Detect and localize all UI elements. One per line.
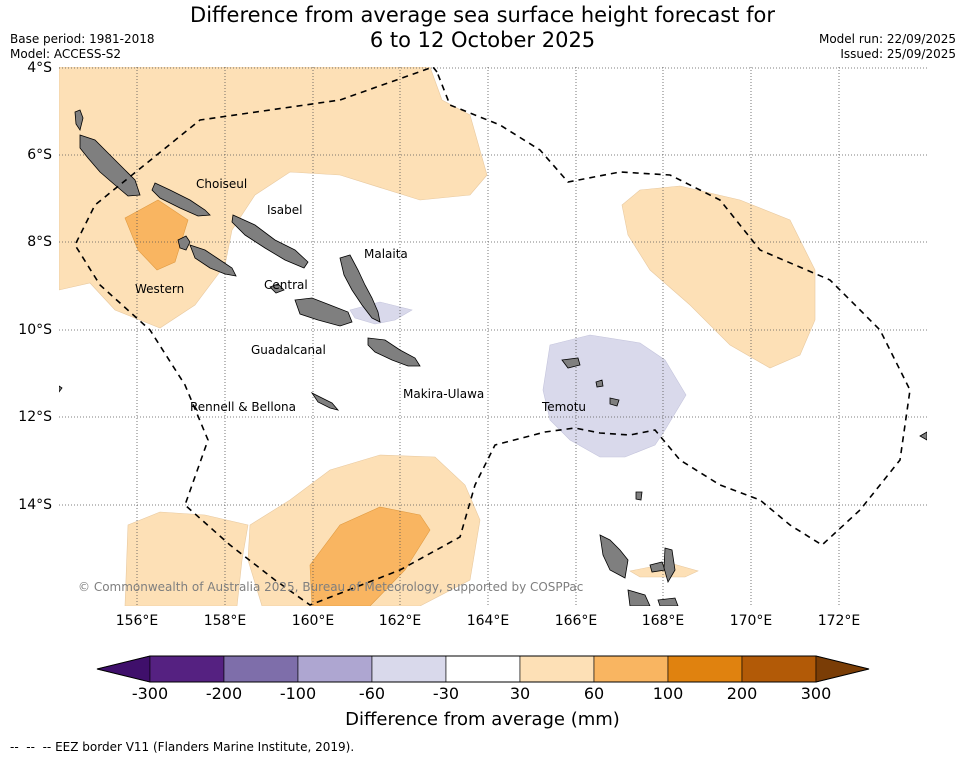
colorbar-outline: [96, 655, 870, 683]
label-guadalcanal: Guadalcanal: [251, 343, 326, 357]
map-title: Difference from average sea surface heig…: [0, 3, 965, 53]
lon-label: 170°E: [729, 613, 773, 629]
colorbar-tick: -60: [358, 684, 386, 703]
label-central: Central: [264, 278, 308, 292]
map-panel: [59, 67, 927, 606]
label-temotu: Temotu: [542, 400, 587, 414]
colorbar-tick: -300: [131, 684, 169, 703]
colorbar-extend-low: [96, 655, 151, 683]
eez-border: [74, 67, 911, 606]
colorbar-extend-high: [815, 655, 870, 683]
lon-label: 166°E: [554, 613, 598, 629]
colorbar-tick: 30: [509, 684, 531, 703]
eez-legend: -- -- -- EEZ border V11 (Flanders Marine…: [10, 740, 354, 754]
colorbar: [96, 655, 870, 683]
title-line-2: 6 to 12 October 2025: [369, 28, 596, 52]
colorbar-tick: 60: [583, 684, 605, 703]
colorbar-segment: [741, 655, 817, 683]
lat-label: 10°S: [18, 322, 52, 338]
meta-left: Base period: 1981-2018 Model: ACCESS-S2: [10, 32, 155, 62]
label-malaita: Malaita: [364, 247, 408, 261]
colorbar-segment: [519, 655, 595, 683]
lon-label: 162°E: [378, 613, 422, 629]
colorbar-segment: [371, 655, 447, 683]
graticule: [59, 67, 927, 606]
colorbar-segment: [593, 655, 669, 683]
title-line-1: Difference from average sea surface heig…: [190, 3, 775, 27]
colorbar-tick: 200: [726, 684, 758, 703]
colorbar-segment: [297, 655, 373, 683]
lat-label: 12°S: [18, 409, 52, 425]
copyright-notice: © Commonwealth of Australia 2025, Bureau…: [78, 580, 584, 594]
colorbar-segment: [223, 655, 299, 683]
label-western: Western: [135, 282, 185, 296]
lon-label: 160°E: [291, 613, 335, 629]
issued-date: Issued: 25/09/2025: [840, 47, 956, 61]
lat-label: 6°S: [27, 147, 52, 163]
colorbar-segment: [667, 655, 743, 683]
lon-label: 168°E: [641, 613, 685, 629]
meta-right: Model run: 22/09/2025 Issued: 25/09/2025: [819, 32, 956, 62]
lon-label: 172°E: [817, 613, 861, 629]
label-rennell-bellona: Rennell & Bellona: [190, 400, 297, 414]
model-name: Model: ACCESS-S2: [10, 47, 122, 61]
colorbar-tick: 100: [652, 684, 684, 703]
colorbar-tick: -30: [432, 684, 460, 703]
lon-label: 164°E: [466, 613, 510, 629]
label-choiseul: Choiseul: [196, 177, 248, 191]
colorbar-label: Difference from average (mm): [345, 709, 620, 730]
lon-label: 156°E: [115, 613, 159, 629]
colorbar-tick: 300: [800, 684, 832, 703]
label-makira-ulawa: Makira-Ulawa: [403, 387, 485, 401]
eez-legend-text: EEZ border V11 (Flanders Marine Institut…: [55, 740, 355, 754]
lat-label: 4°S: [27, 60, 52, 76]
base-period: Base period: 1981-2018: [10, 32, 155, 46]
lat-label: 8°S: [27, 234, 52, 250]
model-run: Model run: 22/09/2025: [818, 32, 956, 46]
lat-label: 14°S: [18, 497, 52, 513]
anomaly-60-100: [124, 199, 431, 606]
eez-legend-symbol: -- -- --: [10, 740, 52, 754]
colorbar-segment: [149, 655, 225, 683]
colorbar-tick: -200: [205, 684, 243, 703]
label-isabel: Isabel: [267, 203, 303, 217]
colorbar-tick: -100: [279, 684, 317, 703]
lon-label: 158°E: [203, 613, 247, 629]
colorbar-segment: [445, 655, 521, 683]
